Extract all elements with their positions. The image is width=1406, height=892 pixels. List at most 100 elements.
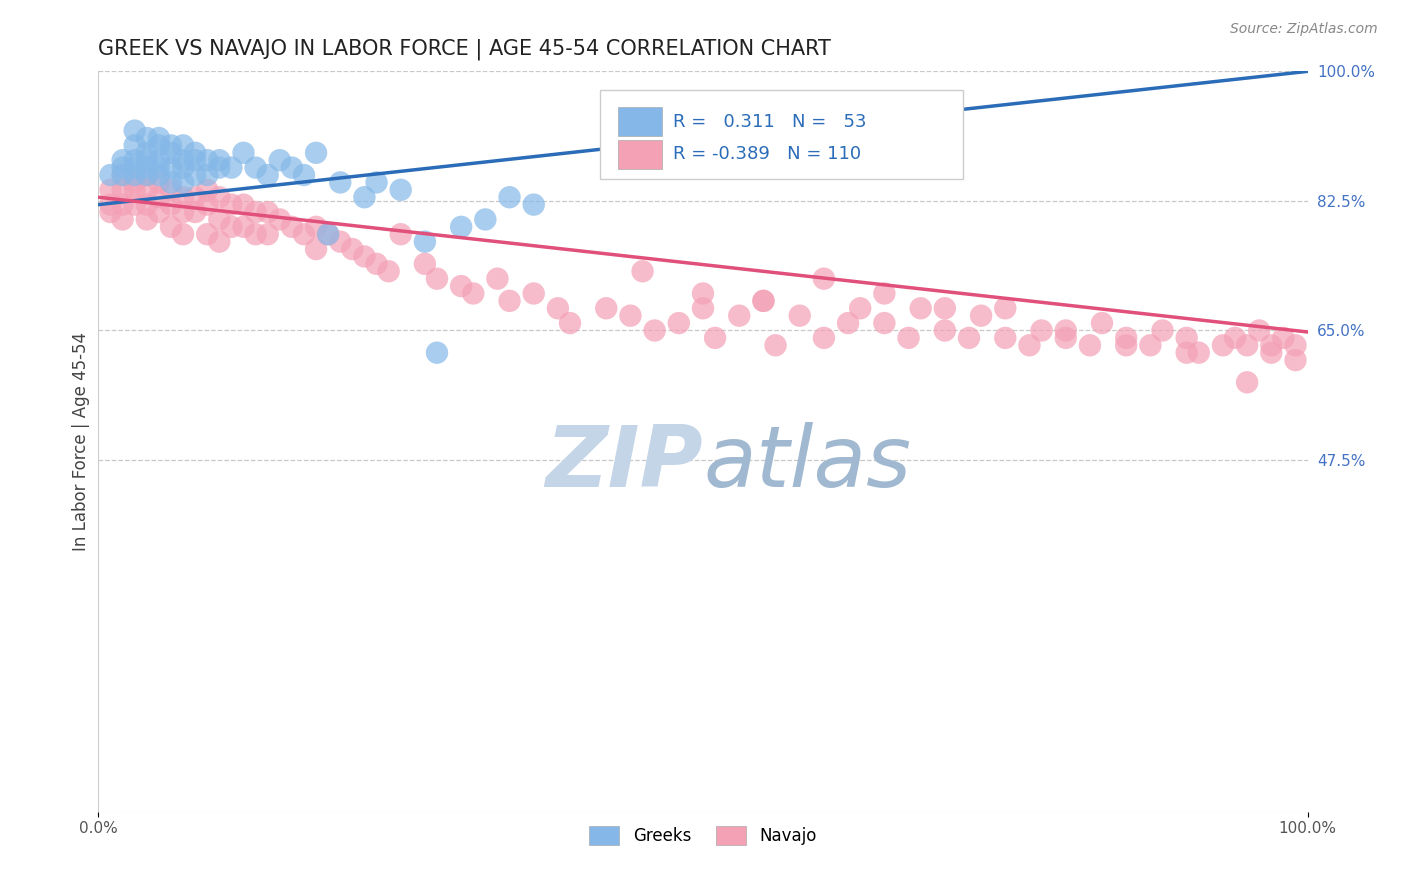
Greeks: [305, 145, 328, 160]
Greeks: [148, 131, 170, 145]
Navajo: [631, 264, 654, 278]
Navajo: [1223, 331, 1246, 345]
Navajo: [100, 197, 122, 211]
Navajo: [1236, 338, 1258, 352]
Navajo: [195, 197, 218, 211]
Navajo: [256, 205, 278, 219]
Text: GREEK VS NAVAJO IN LABOR FORCE | AGE 45-54 CORRELATION CHART: GREEK VS NAVAJO IN LABOR FORCE | AGE 45-…: [98, 38, 831, 60]
Navajo: [366, 257, 388, 271]
Navajo: [172, 227, 194, 242]
Navajo: [644, 324, 666, 338]
Greeks: [124, 123, 146, 137]
Navajo: [1175, 331, 1198, 345]
Navajo: [100, 205, 122, 219]
Greeks: [256, 168, 278, 182]
Navajo: [1018, 338, 1040, 352]
Navajo: [970, 309, 993, 323]
Y-axis label: In Labor Force | Age 45-54: In Labor Force | Age 45-54: [72, 332, 90, 551]
Greeks: [135, 153, 157, 168]
Navajo: [124, 183, 146, 197]
Greeks: [160, 175, 183, 190]
Navajo: [595, 301, 617, 316]
Navajo: [994, 301, 1017, 316]
Navajo: [160, 183, 183, 197]
Navajo: [135, 212, 157, 227]
Navajo: [486, 271, 509, 285]
Greeks: [269, 153, 291, 168]
FancyBboxPatch shape: [600, 90, 963, 178]
Navajo: [910, 301, 932, 316]
Navajo: [668, 316, 690, 330]
Navajo: [148, 175, 170, 190]
Navajo: [463, 286, 485, 301]
Navajo: [353, 250, 375, 264]
Greeks: [329, 175, 352, 190]
Text: R =   0.311   N =   53: R = 0.311 N = 53: [672, 112, 866, 131]
Navajo: [160, 197, 183, 211]
Greeks: [111, 161, 134, 175]
Navajo: [172, 190, 194, 204]
Navajo: [692, 301, 714, 316]
Navajo: [728, 309, 751, 323]
Navajo: [208, 190, 231, 204]
Navajo: [1188, 345, 1211, 359]
Navajo: [849, 301, 872, 316]
Greeks: [160, 145, 183, 160]
Greeks: [160, 161, 183, 175]
Navajo: [619, 309, 641, 323]
Greeks: [124, 168, 146, 182]
Navajo: [305, 219, 328, 234]
Navajo: [1115, 331, 1137, 345]
Navajo: [813, 331, 835, 345]
Navajo: [111, 212, 134, 227]
Navajo: [111, 197, 134, 211]
Greeks: [135, 145, 157, 160]
Navajo: [305, 242, 328, 256]
Navajo: [1284, 338, 1306, 352]
Navajo: [413, 257, 436, 271]
Greeks: [232, 145, 254, 160]
Navajo: [752, 293, 775, 308]
Navajo: [765, 338, 787, 352]
Navajo: [195, 227, 218, 242]
Greeks: [208, 153, 231, 168]
Navajo: [111, 168, 134, 182]
Navajo: [752, 293, 775, 308]
Greeks: [135, 168, 157, 182]
Navajo: [135, 197, 157, 211]
Greeks: [135, 161, 157, 175]
Navajo: [342, 242, 364, 256]
Navajo: [1115, 338, 1137, 352]
Navajo: [389, 227, 412, 242]
Navajo: [1284, 353, 1306, 368]
Navajo: [221, 219, 243, 234]
Text: ZIP: ZIP: [546, 422, 703, 505]
Navajo: [329, 235, 352, 249]
Navajo: [1212, 338, 1234, 352]
Navajo: [450, 279, 472, 293]
Navajo: [1139, 338, 1161, 352]
Greeks: [160, 138, 183, 153]
Navajo: [558, 316, 581, 330]
Greeks: [111, 153, 134, 168]
Legend: Greeks, Navajo: Greeks, Navajo: [582, 819, 824, 852]
Greeks: [148, 168, 170, 182]
Greeks: [245, 161, 267, 175]
Greeks: [184, 168, 207, 182]
Navajo: [897, 331, 920, 345]
Greeks: [135, 131, 157, 145]
Navajo: [1091, 316, 1114, 330]
Navajo: [208, 212, 231, 227]
Greeks: [172, 138, 194, 153]
Greeks: [413, 235, 436, 249]
Greeks: [292, 168, 315, 182]
Greeks: [148, 153, 170, 168]
Navajo: [1031, 324, 1053, 338]
Navajo: [135, 168, 157, 182]
Navajo: [232, 197, 254, 211]
Greeks: [208, 161, 231, 175]
Navajo: [692, 286, 714, 301]
Navajo: [195, 183, 218, 197]
Navajo: [704, 331, 727, 345]
Greeks: [172, 161, 194, 175]
